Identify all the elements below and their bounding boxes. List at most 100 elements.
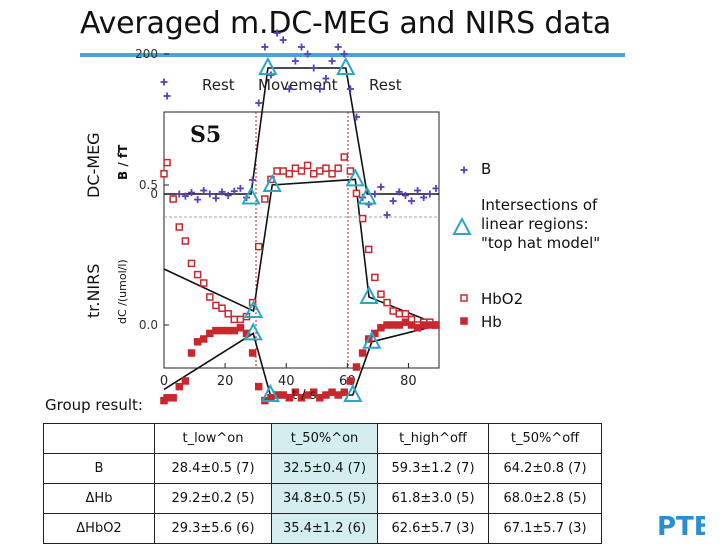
data-point-b (298, 43, 305, 51)
table-row: ΔHbO2 29.3±5.6 (6) 35.4±1.2 (6) 62.6±5.7… (43, 513, 602, 544)
data-point-hbo2 (285, 170, 294, 178)
data-point-hbo2 (334, 164, 342, 172)
data-point-hbo2 (279, 167, 287, 175)
data-point-b (175, 190, 183, 198)
data-point-hbo2 (389, 307, 397, 315)
y-tick-label: 0.0 (139, 318, 158, 332)
legend-hbo2-marker (460, 294, 468, 302)
data-point-hb (401, 318, 410, 326)
data-point-b (432, 184, 440, 192)
header-t50-off: t_50%^off (488, 423, 602, 454)
data-point-hb (340, 388, 349, 396)
data-point-b (160, 78, 168, 86)
intersection-marker (243, 322, 263, 341)
y-tick-label: 0.5 (139, 178, 158, 192)
table-header-row: t_low^on t_50%^on t_high^off t_50%^off (43, 423, 602, 454)
fit-line (163, 178, 440, 326)
data-point-hbo2 (163, 158, 171, 167)
row-label: ΔHb (43, 483, 155, 514)
data-point-b (334, 43, 342, 51)
data-point-hbo2 (297, 167, 306, 175)
results-table: t_low^on t_50%^on t_high^off t_50%^off B… (43, 423, 602, 544)
intersection-marker (336, 56, 356, 75)
x-tick-label: 80 (400, 374, 417, 389)
data-point-b (230, 187, 238, 195)
intersection-marker (359, 285, 379, 304)
header-t-low-on: t_low^on (154, 423, 272, 454)
data-point-b (261, 43, 269, 51)
data-point-b (285, 85, 293, 93)
data-point-b (224, 191, 232, 199)
data-point-b (371, 190, 379, 198)
data-point-hb (383, 321, 391, 329)
data-point-b (249, 176, 257, 184)
data-point-b (291, 57, 299, 65)
data-point-hbo2 (316, 167, 324, 175)
data-point-hbo2 (309, 170, 318, 178)
data-point-b (414, 187, 422, 194)
data-point-hbo2 (383, 298, 391, 307)
data-point-b (279, 36, 287, 44)
data-point-hb (395, 321, 404, 329)
data-point-hbo2 (395, 310, 404, 318)
intersection-marker (260, 383, 281, 402)
data-point-b (328, 57, 336, 65)
data-point-hbo2 (206, 293, 214, 301)
data-point-b (273, 29, 281, 37)
data-point-hb (267, 394, 275, 402)
data-point-hb (352, 363, 361, 371)
data-point-b (395, 188, 403, 196)
data-point-b (346, 85, 354, 93)
header-t50-on: t_50%^on (271, 423, 378, 454)
data-point-b (200, 187, 208, 194)
data-point-b (206, 190, 214, 198)
data-point-hb (279, 391, 287, 399)
table-row: B 28.4±0.5 (7) 32.5±0.4 (7) 59.3±1.2 (7)… (43, 453, 602, 484)
data-point-hb (193, 338, 202, 346)
data-point-b (322, 75, 330, 82)
data-point-hb (248, 349, 257, 357)
title-underline (80, 53, 625, 57)
data-point-hb (163, 394, 171, 402)
data-point-hb (377, 324, 385, 332)
data-point-hbo2 (340, 153, 349, 161)
x-tick-label: 20 (217, 374, 234, 389)
data-point-hbo2 (236, 315, 245, 324)
data-point-hb (230, 326, 239, 335)
data-point-hbo2 (181, 237, 190, 245)
data-point-b (401, 191, 409, 199)
data-point-b (255, 99, 263, 107)
data-point-b (194, 196, 202, 204)
data-point-hb (285, 394, 294, 402)
data-point-b (340, 50, 348, 58)
table-row: ΔHb 29.2±0.2 (5) 34.8±0.5 (5) 61.8±3.0 (… (43, 483, 602, 514)
data-point-hbo2 (261, 195, 269, 203)
intersection-marker (241, 186, 261, 205)
ptb-logo-text: PTB (657, 512, 705, 538)
data-point-hbo2 (364, 245, 373, 254)
data-point-hbo2 (175, 223, 184, 231)
fit-line (164, 67, 439, 195)
data-point-b (383, 211, 391, 219)
intersection-marker (343, 383, 363, 402)
table-cell: 35.4±1.2 (6) (271, 513, 378, 544)
intersection-marker (243, 299, 264, 318)
table-cell: 64.2±0.8 (7) (488, 453, 602, 484)
table-cell: 28.4±0.5 (7) (154, 453, 272, 484)
legend-b-label: B (481, 160, 492, 178)
data-point-hb (328, 388, 336, 396)
table-corner (43, 423, 155, 454)
data-point-hbo2 (224, 310, 232, 318)
data-point-b (389, 197, 397, 205)
data-point-hb (254, 382, 263, 391)
data-point-hbo2 (187, 259, 196, 268)
data-point-hbo2 (371, 273, 379, 282)
data-point-hbo2 (303, 161, 312, 170)
data-point-hbo2 (230, 315, 239, 324)
intersection-marker (362, 330, 382, 349)
x-tick-label: 0 (160, 374, 168, 389)
data-point-hbo2 (401, 310, 410, 318)
data-point-hb (206, 329, 214, 338)
data-point-hb (224, 326, 232, 335)
intersection-marker (258, 56, 278, 75)
